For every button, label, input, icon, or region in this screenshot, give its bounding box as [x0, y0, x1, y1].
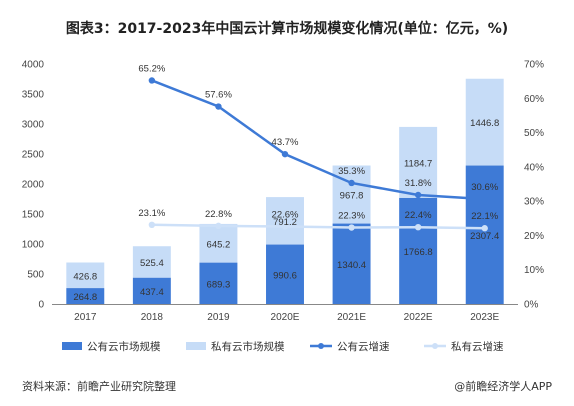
private-bar-value: 525.4: [140, 258, 164, 269]
y-right-tick-label: 60%: [524, 94, 544, 105]
private-growth-point: [148, 221, 156, 228]
y-left-tick-label: 4000: [22, 60, 45, 71]
y-left-tick-label: 2500: [22, 150, 45, 161]
private-bar-value: 967.8: [340, 191, 364, 202]
y-right-tick-label: 0%: [524, 300, 539, 311]
private-growth-value: 22.6%: [272, 210, 299, 221]
public-bar-value: 2307.4: [470, 231, 499, 242]
public-cloud-bar: [399, 197, 438, 304]
private-cloud-bar: [199, 223, 238, 263]
public-cloud-bar: [465, 165, 504, 304]
private-bar-value: 791.2: [273, 217, 297, 228]
legend-marker: [432, 343, 438, 349]
y-right-tick-label: 40%: [524, 162, 544, 173]
legend-swatch: [186, 342, 206, 350]
public-growth-value: 65.2%: [138, 63, 165, 74]
public-growth-point: [348, 179, 355, 187]
private-growth-point: [348, 224, 355, 231]
x-tick-label: 2019: [207, 312, 230, 323]
brand-label: @前瞻经济学人APP: [454, 380, 552, 393]
public-growth-value: 30.6%: [471, 182, 498, 193]
chart-title: 图表3：2017-2023年中国云计算市场规模变化情况(单位：亿元，%): [65, 21, 509, 37]
private-cloud-bar: [399, 126, 438, 198]
public-bar-value: 437.4: [140, 287, 164, 298]
private-growth-point: [215, 222, 222, 230]
public-bar-value: 1340.4: [337, 260, 366, 271]
y-right-tick-label: 50%: [524, 128, 544, 139]
public-growth-point: [281, 150, 289, 158]
public-bar-value: 990.6: [273, 270, 297, 281]
y-left-tick-label: 3500: [22, 90, 45, 101]
private-growth-line: [151, 223, 485, 230]
y-right-tick-label: 30%: [524, 197, 544, 208]
public-cloud-bar: [266, 244, 304, 304]
public-growth-line: [151, 79, 485, 201]
private-growth-value: 22.3%: [338, 211, 365, 222]
public-growth-point: [148, 77, 156, 84]
private-cloud-bar: [465, 78, 504, 166]
public-growth-value: 43.7%: [272, 137, 299, 148]
private-bar-value: 1184.7: [404, 158, 432, 169]
public-growth-point: [414, 191, 422, 199]
x-tick-label: 2022E: [404, 312, 433, 323]
private-cloud-bar: [132, 246, 171, 278]
legend-swatch: [62, 342, 82, 350]
x-tick-label: 2021E: [337, 312, 366, 323]
private-growth-point: [414, 224, 422, 231]
legend-marker: [318, 343, 324, 349]
legend-label: 公有云增速: [337, 340, 390, 353]
x-tick-label: 2023E: [470, 312, 499, 323]
x-tick-label: 2018: [141, 312, 164, 323]
public-growth-point: [481, 195, 488, 203]
y-left-tick-label: 0: [38, 300, 44, 311]
private-cloud-bar: [66, 262, 105, 289]
private-bar-value: 1446.8: [470, 118, 499, 129]
y-left-tick-label: 1000: [22, 240, 45, 251]
public-bar-value: 689.3: [207, 279, 231, 290]
public-cloud-bar: [132, 277, 171, 304]
y-left-tick-label: 1500: [22, 210, 45, 221]
legend-label: 公有云市场规模: [87, 340, 161, 353]
y-left-tick-label: 2000: [22, 180, 45, 191]
legend-label: 私有云增速: [451, 340, 504, 353]
x-tick-label: 2017: [74, 312, 97, 323]
private-growth-value: 22.8%: [205, 209, 232, 220]
private-bar-value: 426.8: [73, 271, 97, 282]
private-growth-value: 22.1%: [471, 211, 498, 222]
y-right-tick-label: 20%: [524, 231, 544, 242]
y-left-tick-label: 500: [27, 270, 44, 281]
private-bar-value: 645.2: [207, 239, 231, 250]
y-left-tick-label: 3000: [22, 120, 45, 131]
private-cloud-bar: [266, 197, 304, 245]
x-tick-label: 2020E: [271, 312, 300, 323]
legend-label: 私有云市场规模: [211, 340, 285, 353]
private-growth-value: 22.4%: [405, 210, 432, 221]
private-growth-point: [481, 225, 488, 232]
public-cloud-bar: [66, 288, 105, 304]
public-bar-value: 264.8: [73, 292, 97, 303]
public-growth-point: [215, 103, 222, 110]
private-cloud-bar: [332, 165, 371, 224]
y-right-tick-label: 10%: [524, 265, 544, 276]
source-note: 资料来源：前瞻产业研究院整理: [22, 380, 176, 393]
public-cloud-bar: [332, 223, 371, 304]
public-cloud-bar: [199, 262, 238, 304]
private-growth-point: [281, 223, 289, 230]
y-right-tick-label: 70%: [524, 60, 544, 71]
private-growth-value: 23.1%: [138, 208, 165, 219]
public-growth-value: 57.6%: [205, 90, 232, 101]
public-bar-value: 1766.8: [404, 247, 433, 258]
public-growth-value: 31.8%: [405, 178, 432, 189]
public-growth-value: 35.3%: [338, 166, 365, 177]
